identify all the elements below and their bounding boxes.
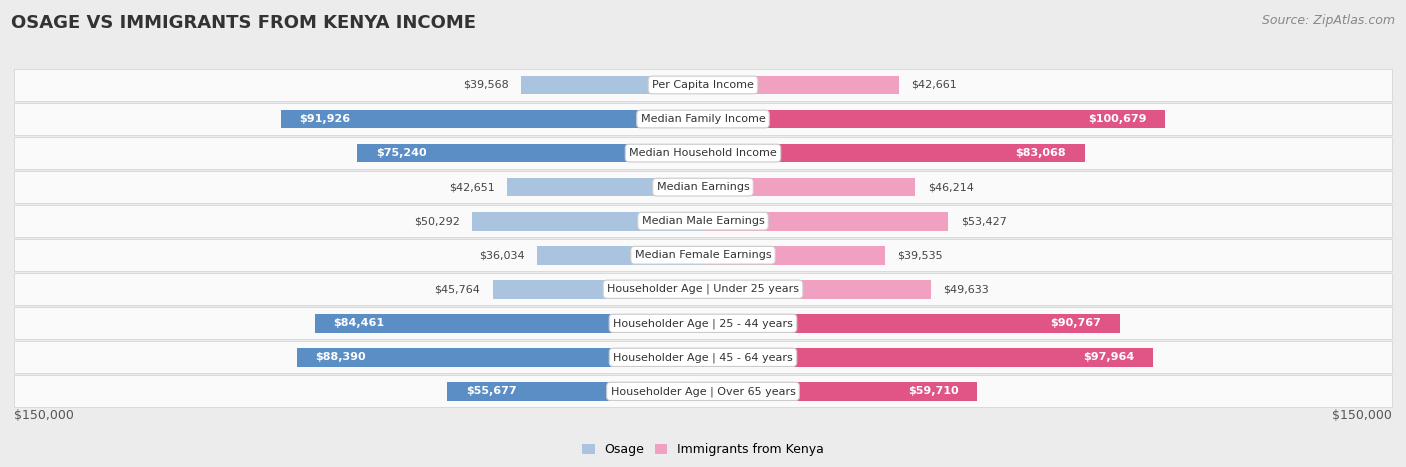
Text: OSAGE VS IMMIGRANTS FROM KENYA INCOME: OSAGE VS IMMIGRANTS FROM KENYA INCOME [11, 14, 477, 32]
Text: $42,661: $42,661 [911, 80, 957, 90]
Text: $55,677: $55,677 [465, 386, 516, 396]
Text: Source: ZipAtlas.com: Source: ZipAtlas.com [1261, 14, 1395, 27]
Text: Median Family Income: Median Family Income [641, 114, 765, 124]
Bar [281, 110, 703, 128]
Bar [315, 314, 703, 333]
Text: $83,068: $83,068 [1015, 148, 1066, 158]
Text: $88,390: $88,390 [315, 352, 366, 362]
Bar [14, 307, 1392, 340]
Text: Median Household Income: Median Household Income [628, 148, 778, 158]
Bar [14, 205, 1392, 237]
Text: $39,568: $39,568 [463, 80, 509, 90]
Bar [703, 212, 949, 231]
Bar [703, 178, 915, 197]
Bar [703, 110, 1166, 128]
Text: Householder Age | 45 - 64 years: Householder Age | 45 - 64 years [613, 352, 793, 362]
Text: Householder Age | Under 25 years: Householder Age | Under 25 years [607, 284, 799, 295]
Bar [494, 280, 703, 298]
Text: $100,679: $100,679 [1088, 114, 1147, 124]
Text: $53,427: $53,427 [960, 216, 1007, 226]
Text: $42,651: $42,651 [449, 182, 495, 192]
Bar [522, 76, 703, 94]
Text: $59,710: $59,710 [908, 386, 959, 396]
Bar [703, 144, 1084, 163]
Bar [14, 137, 1392, 169]
Bar [447, 382, 703, 401]
Text: Householder Age | 25 - 44 years: Householder Age | 25 - 44 years [613, 318, 793, 328]
Text: $49,633: $49,633 [943, 284, 988, 294]
Bar [357, 144, 703, 163]
Bar [14, 239, 1392, 271]
Text: $36,034: $36,034 [479, 250, 524, 260]
Bar [14, 69, 1392, 101]
Text: $46,214: $46,214 [928, 182, 973, 192]
Text: Median Male Earnings: Median Male Earnings [641, 216, 765, 226]
Bar [508, 178, 703, 197]
Bar [703, 76, 898, 94]
Bar [703, 348, 1153, 367]
Text: $39,535: $39,535 [897, 250, 942, 260]
Bar [14, 171, 1392, 203]
Bar [14, 375, 1392, 407]
Bar [703, 382, 977, 401]
Text: $90,767: $90,767 [1050, 318, 1101, 328]
Text: Median Earnings: Median Earnings [657, 182, 749, 192]
Bar [472, 212, 703, 231]
Text: $84,461: $84,461 [333, 318, 385, 328]
Text: $91,926: $91,926 [299, 114, 350, 124]
Text: Householder Age | Over 65 years: Householder Age | Over 65 years [610, 386, 796, 396]
Bar [537, 246, 703, 264]
Bar [297, 348, 703, 367]
Bar [703, 280, 931, 298]
Text: $75,240: $75,240 [375, 148, 426, 158]
Text: Per Capita Income: Per Capita Income [652, 80, 754, 90]
Text: Median Female Earnings: Median Female Earnings [634, 250, 772, 260]
Bar [14, 273, 1392, 305]
Bar [14, 341, 1392, 373]
Bar [703, 314, 1121, 333]
Text: $97,964: $97,964 [1083, 352, 1135, 362]
Text: $50,292: $50,292 [413, 216, 460, 226]
Text: $45,764: $45,764 [434, 284, 481, 294]
Bar [703, 246, 884, 264]
Text: $150,000: $150,000 [1331, 410, 1392, 422]
Bar [14, 103, 1392, 135]
Text: $150,000: $150,000 [14, 410, 75, 422]
Legend: Osage, Immigrants from Kenya: Osage, Immigrants from Kenya [576, 439, 830, 461]
